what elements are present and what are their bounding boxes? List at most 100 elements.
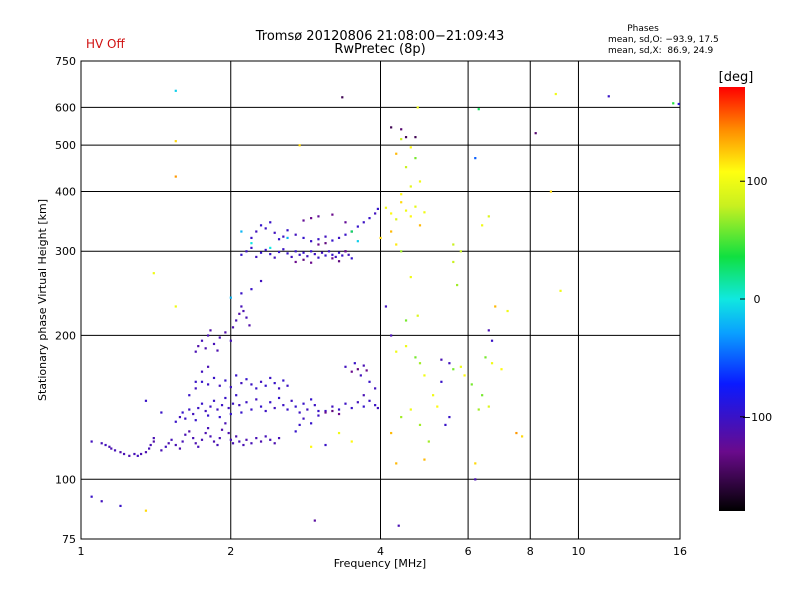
data-point [273,382,276,385]
data-point [356,240,359,243]
data-point [235,319,238,322]
phase-stats-x: mean, sd,X: 86.9, 24.9 [608,46,714,56]
data-point [559,289,562,292]
data-point [459,250,462,253]
data-point [362,394,365,397]
data-point [235,435,238,438]
data-point [440,380,443,383]
data-point [90,495,93,498]
data-point [414,356,417,359]
data-point [250,442,253,445]
data-point [197,445,200,448]
data-point [317,238,320,241]
data-point [368,217,371,220]
data-point [216,349,219,352]
data-point [264,227,267,230]
data-point [374,404,377,407]
y-tick-label: 75 [62,533,76,546]
data-point [209,329,212,332]
data-point [487,405,490,408]
data-point [294,233,297,236]
data-point [194,419,197,422]
data-point [133,452,136,456]
data-point [440,358,443,361]
data-point [520,435,524,438]
data-point [194,387,197,390]
data-point [515,431,518,435]
data-point [400,128,403,131]
data-point [273,231,276,234]
data-point [368,380,371,383]
data-point [100,442,103,445]
data-point [286,236,289,240]
data-point [317,414,320,417]
data-point [390,126,393,129]
data-point [188,394,191,397]
data-point [204,409,207,413]
data-point [677,102,680,106]
data-point [218,436,221,440]
data-point [273,442,276,445]
data-point [337,408,341,411]
data-point [229,296,232,299]
data-point [362,364,365,367]
data-point [414,157,417,160]
data-point [310,445,313,448]
y-tick-label: 200 [55,329,76,342]
data-point [248,324,251,327]
data-point [224,379,227,382]
data-point [331,405,334,408]
data-point [216,443,219,447]
data-point [206,334,210,337]
colorbar-tick-label: 0 [754,293,761,306]
data-point [395,350,398,353]
data-point [344,402,347,405]
data-point [148,447,151,450]
grid-lines [81,61,680,539]
data-point [324,242,327,245]
data-point [324,409,327,413]
data-point [259,405,263,408]
x-tick-label: 1 [78,545,85,558]
data-point [269,401,272,404]
data-point [255,387,258,390]
data-point [494,305,497,308]
data-point [374,212,377,215]
data-point [212,342,216,346]
colorbar-ticks: 100 0 −100 [740,175,772,424]
data-point [490,339,494,342]
data-point [294,405,297,408]
data-point [194,442,197,445]
data-point [206,414,210,417]
data-point [356,225,359,228]
data-point [242,443,245,447]
data-point [104,443,107,447]
data-point [200,402,204,405]
data-point [331,239,334,242]
data-point [344,221,347,224]
data-point [240,411,243,414]
data-point [290,399,293,402]
data-point [100,500,103,503]
data-point [119,451,122,454]
data-point [238,312,241,315]
data-point [487,215,490,218]
status-label: HV Off [86,37,125,51]
data-point [607,95,610,98]
data-point [160,449,163,452]
data-point [181,440,184,443]
data-point [549,190,553,193]
data-point [149,443,152,447]
data-point [152,436,155,440]
data-point [334,255,337,259]
data-point [269,253,272,256]
data-point [452,368,455,371]
data-point [418,423,422,427]
data-point [452,243,455,246]
data-point [282,404,285,407]
data-point [255,398,258,401]
data-point [448,362,451,365]
colorbar-tick-label: −100 [742,411,772,424]
data-point [418,180,422,183]
data-point [184,433,187,436]
